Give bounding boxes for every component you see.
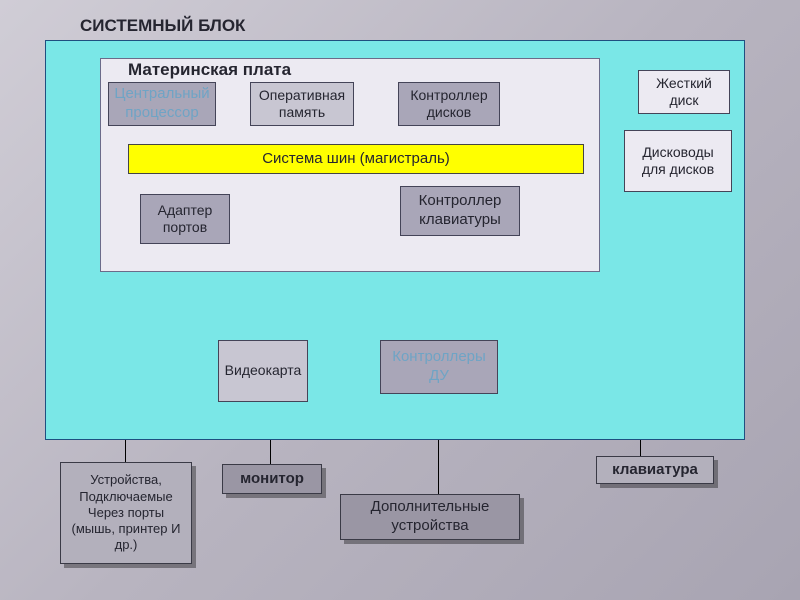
floppy-box: Дисководы для дисков	[624, 130, 732, 192]
cpu-box: Центральный процессор	[108, 82, 216, 126]
hdd-box: Жесткий диск	[638, 70, 730, 114]
peripherals-box: Устройства, Подключаемые Через порты (мы…	[60, 462, 192, 564]
kbd-controller-box: Контроллер клавиатуры	[400, 186, 520, 236]
videocard-box: Видеокарта	[218, 340, 308, 402]
ram-box: Оперативная память	[250, 82, 354, 126]
bus-box: Система шин (магистраль)	[128, 144, 584, 174]
system-unit-title: СИСТЕМНЫЙ БЛОК	[80, 16, 245, 36]
motherboard-title: Материнская плата	[128, 60, 291, 80]
port-adapter-box: Адаптер портов	[140, 194, 230, 244]
keyboard-box: клавиатура	[596, 456, 714, 484]
disk-controller-box: Контроллер дисков	[398, 82, 500, 126]
extra-devices-box: Дополнительные устройства	[340, 494, 520, 540]
monitor-box: монитор	[222, 464, 322, 494]
remote-controllers-box: Контроллеры ДУ	[380, 340, 498, 394]
